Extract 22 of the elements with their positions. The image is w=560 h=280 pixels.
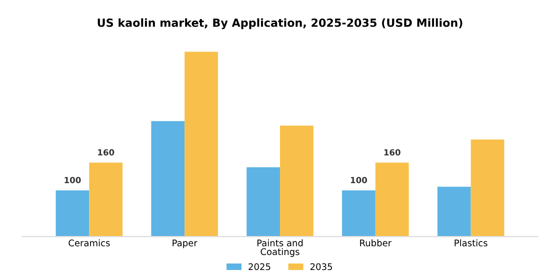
data-label: 100 [350,176,368,184]
bar [470,140,504,237]
data-label: 160 [98,149,114,156]
bar [437,186,471,237]
bar [89,162,123,237]
bar [246,167,280,237]
legend-label: 2025 [248,263,270,270]
x-tick-label: Rubber [360,239,392,246]
bar [151,121,185,237]
x-tick-label: Ceramics [68,239,110,246]
data-label: 160 [384,149,400,156]
bar [56,190,90,237]
bar [342,190,376,237]
bar [184,52,218,237]
x-tick-label: Paper [172,240,198,248]
data-label: 100 [64,176,81,184]
chart-title: US kaolin market, By Application, 2025-2035 (USD Million) [98,18,462,30]
bar [375,162,409,237]
legend-label: 2035 [310,263,332,270]
bar [280,126,314,237]
x-tick-label: Plastics [454,239,488,246]
x-tick-label: Paints and Coatings [257,239,303,257]
